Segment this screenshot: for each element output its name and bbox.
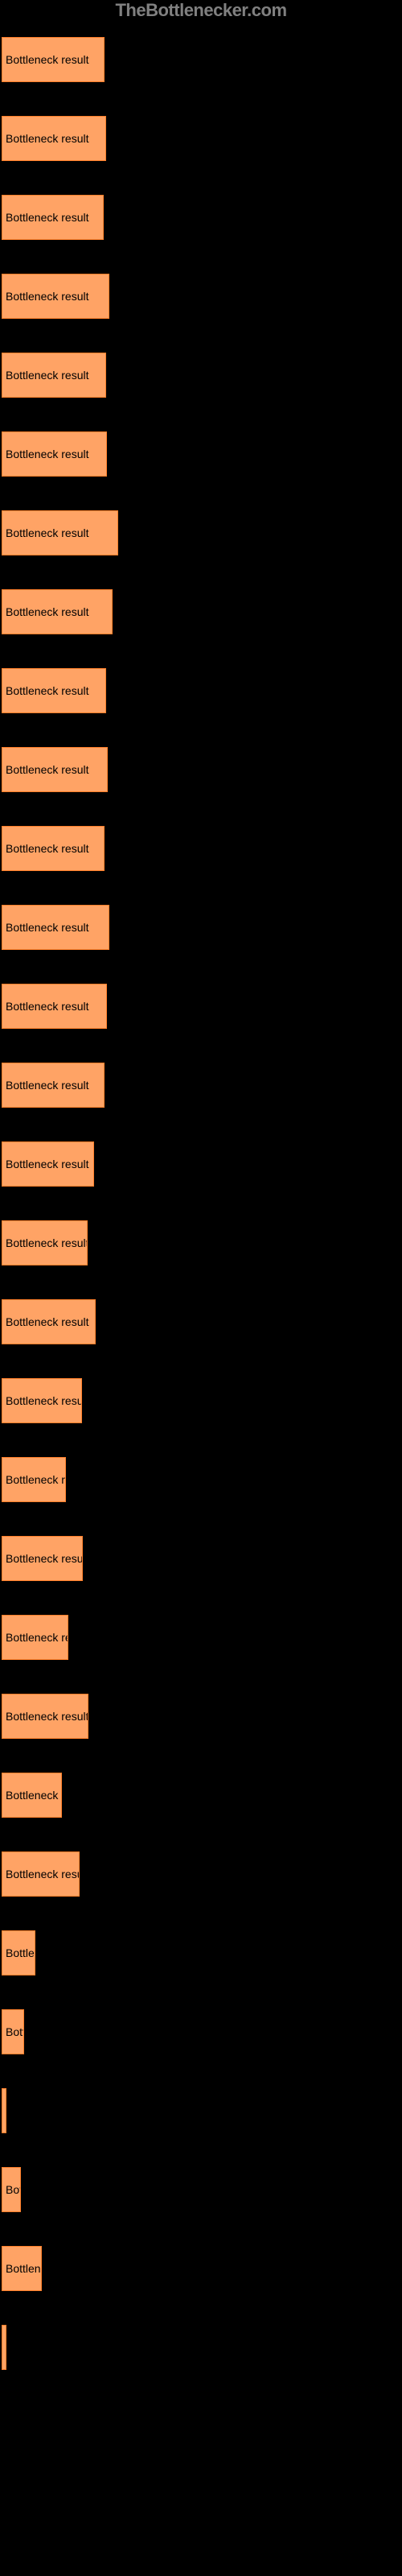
bar-row: Bottleneck result <box>0 975 402 1038</box>
bar: Bottleneck result <box>2 589 113 634</box>
bar: Bottleneck result <box>2 1378 82 1423</box>
bar-row: Bottleneck result <box>0 265 402 328</box>
bar-label: Bottleneck result <box>6 1552 83 1565</box>
bar-row: Bottleneck result <box>0 1764 402 1827</box>
bar: Bottleneck result <box>2 431 107 477</box>
bar-row: Bottleneck result <box>0 1448 402 1511</box>
watermark-text: TheBottlenecker.com <box>115 0 286 21</box>
bar-row: Bottleneck result <box>0 1369 402 1432</box>
bar-row: Bottleneck result <box>0 1133 402 1195</box>
bar-label: Bottleneck result <box>6 1789 62 1802</box>
bar: Bottleneck result <box>2 668 106 713</box>
bar-row: Bottleneck result <box>0 2237 402 2300</box>
bar-label: Bottleneck result <box>6 1946 35 1959</box>
bar: Bottleneck result <box>2 274 109 319</box>
bar: Bottleneck result <box>2 1694 88 1739</box>
bar-row: Bottleneck result <box>0 2079 402 2142</box>
bar: Bottleneck result <box>2 1063 105 1108</box>
bar-label: Bottleneck result <box>6 1079 89 1092</box>
bar-label: Bottleneck result <box>6 2025 24 2038</box>
bar: Bottleneck result <box>2 826 105 871</box>
bar-label: Bottleneck result <box>6 2262 42 2275</box>
bar-label: Bottleneck result <box>6 684 89 697</box>
bar-label: Bottleneck result <box>6 1158 89 1170</box>
bar-row: Bottleneck result <box>0 423 402 485</box>
bar-row: Bottleneck result <box>0 1922 402 1984</box>
bar-row: Bottleneck result <box>0 1685 402 1748</box>
bar-row: Bottleneck result <box>0 186 402 249</box>
bar-label: Bottleneck result <box>6 1394 82 1407</box>
bar: Bottleneck result <box>2 905 109 950</box>
bar-label: Bottleneck result <box>6 2183 21 2196</box>
bar-label: Bottleneck result <box>6 1631 68 1644</box>
bar: Bottleneck result <box>2 510 118 555</box>
bar-label: Bottleneck result <box>6 1315 89 1328</box>
bar-row: Bottleneck result <box>0 659 402 722</box>
bar-label: Bottleneck result <box>6 53 89 66</box>
bar: Bottleneck result <box>2 1220 88 1265</box>
bar-row: Bottleneck result <box>0 28 402 91</box>
bar: Bottleneck result <box>2 1930 35 1975</box>
bar-row: Bottleneck result <box>0 1054 402 1117</box>
bar: Bottleneck result <box>2 2167 21 2212</box>
chart-area: Bottleneck result Bottleneck result Bottle… <box>0 28 402 2395</box>
bar-label: Bottleneck result <box>6 526 89 539</box>
bar-label: Bottleneck result <box>6 369 89 382</box>
bar-row: Bottleneck result <box>0 2158 402 2221</box>
bar: Bottleneck result <box>2 1457 66 1502</box>
bar: Bottleneck result <box>2 1852 80 1897</box>
bar: Bottleneck result <box>2 1536 83 1581</box>
bar-label: Bottleneck result <box>6 290 89 303</box>
chart-container: TheBottlenecker.com Bottleneck resultBot… <box>0 0 402 2576</box>
bar-row: Bottleneck result <box>0 1843 402 1905</box>
bar: Bottleneck result <box>2 2088 6 2133</box>
bar: Bottleneck result <box>2 2009 24 2054</box>
bar-label: Bottleneck result <box>6 921 89 934</box>
bar-row: Bottleneck result <box>0 2000 402 2063</box>
bar: Bottleneck result <box>2 2325 6 2370</box>
bar: Bottleneck result <box>2 116 106 161</box>
bar: Bottleneck result <box>2 1773 62 1818</box>
bar-row: Bottleneck result <box>0 344 402 407</box>
bar-label: Bottleneck result <box>6 605 89 618</box>
bar: Bottleneck result <box>2 2246 42 2291</box>
bar: Bottleneck result <box>2 747 108 792</box>
bar: Bottleneck result <box>2 353 106 398</box>
bar-label: Bottleneck result <box>6 842 89 855</box>
bar-row: Bottleneck result <box>0 738 402 801</box>
bar-row: Bottleneck result <box>0 896 402 959</box>
bar-label: Bottleneck result <box>6 211 89 224</box>
bar-row: Bottleneck result <box>0 817 402 880</box>
bar-label: Bottleneck result <box>6 1000 89 1013</box>
bar-label: Bottleneck result <box>6 1236 88 1249</box>
bar-row: Bottleneck result <box>0 580 402 643</box>
bar-label: Bottleneck result <box>6 132 89 145</box>
bar-label: Bottleneck result <box>6 1710 88 1723</box>
bar-label: Bottleneck result <box>6 1868 80 1880</box>
bar-row: Bottleneck result <box>0 1527 402 1590</box>
bar-row: Bottleneck result <box>0 107 402 170</box>
bar-row: Bottleneck result <box>0 1290 402 1353</box>
bar-row: Bottleneck result <box>0 1212 402 1274</box>
bar: Bottleneck result <box>2 1299 96 1344</box>
bar: Bottleneck result <box>2 37 105 82</box>
bar-label: Bottleneck result <box>6 1473 66 1486</box>
bar-label: Bottleneck result <box>6 448 89 460</box>
bar-label: Bottleneck result <box>6 763 89 776</box>
bar-row: Bottleneck result <box>0 1606 402 1669</box>
bar: Bottleneck result <box>2 1615 68 1660</box>
bar-row: Bottleneck result <box>0 502 402 564</box>
bar: Bottleneck result <box>2 195 104 240</box>
bar-row: Bottleneck result <box>0 2316 402 2379</box>
bar: Bottleneck result <box>2 1141 94 1187</box>
bar: Bottleneck result <box>2 984 107 1029</box>
